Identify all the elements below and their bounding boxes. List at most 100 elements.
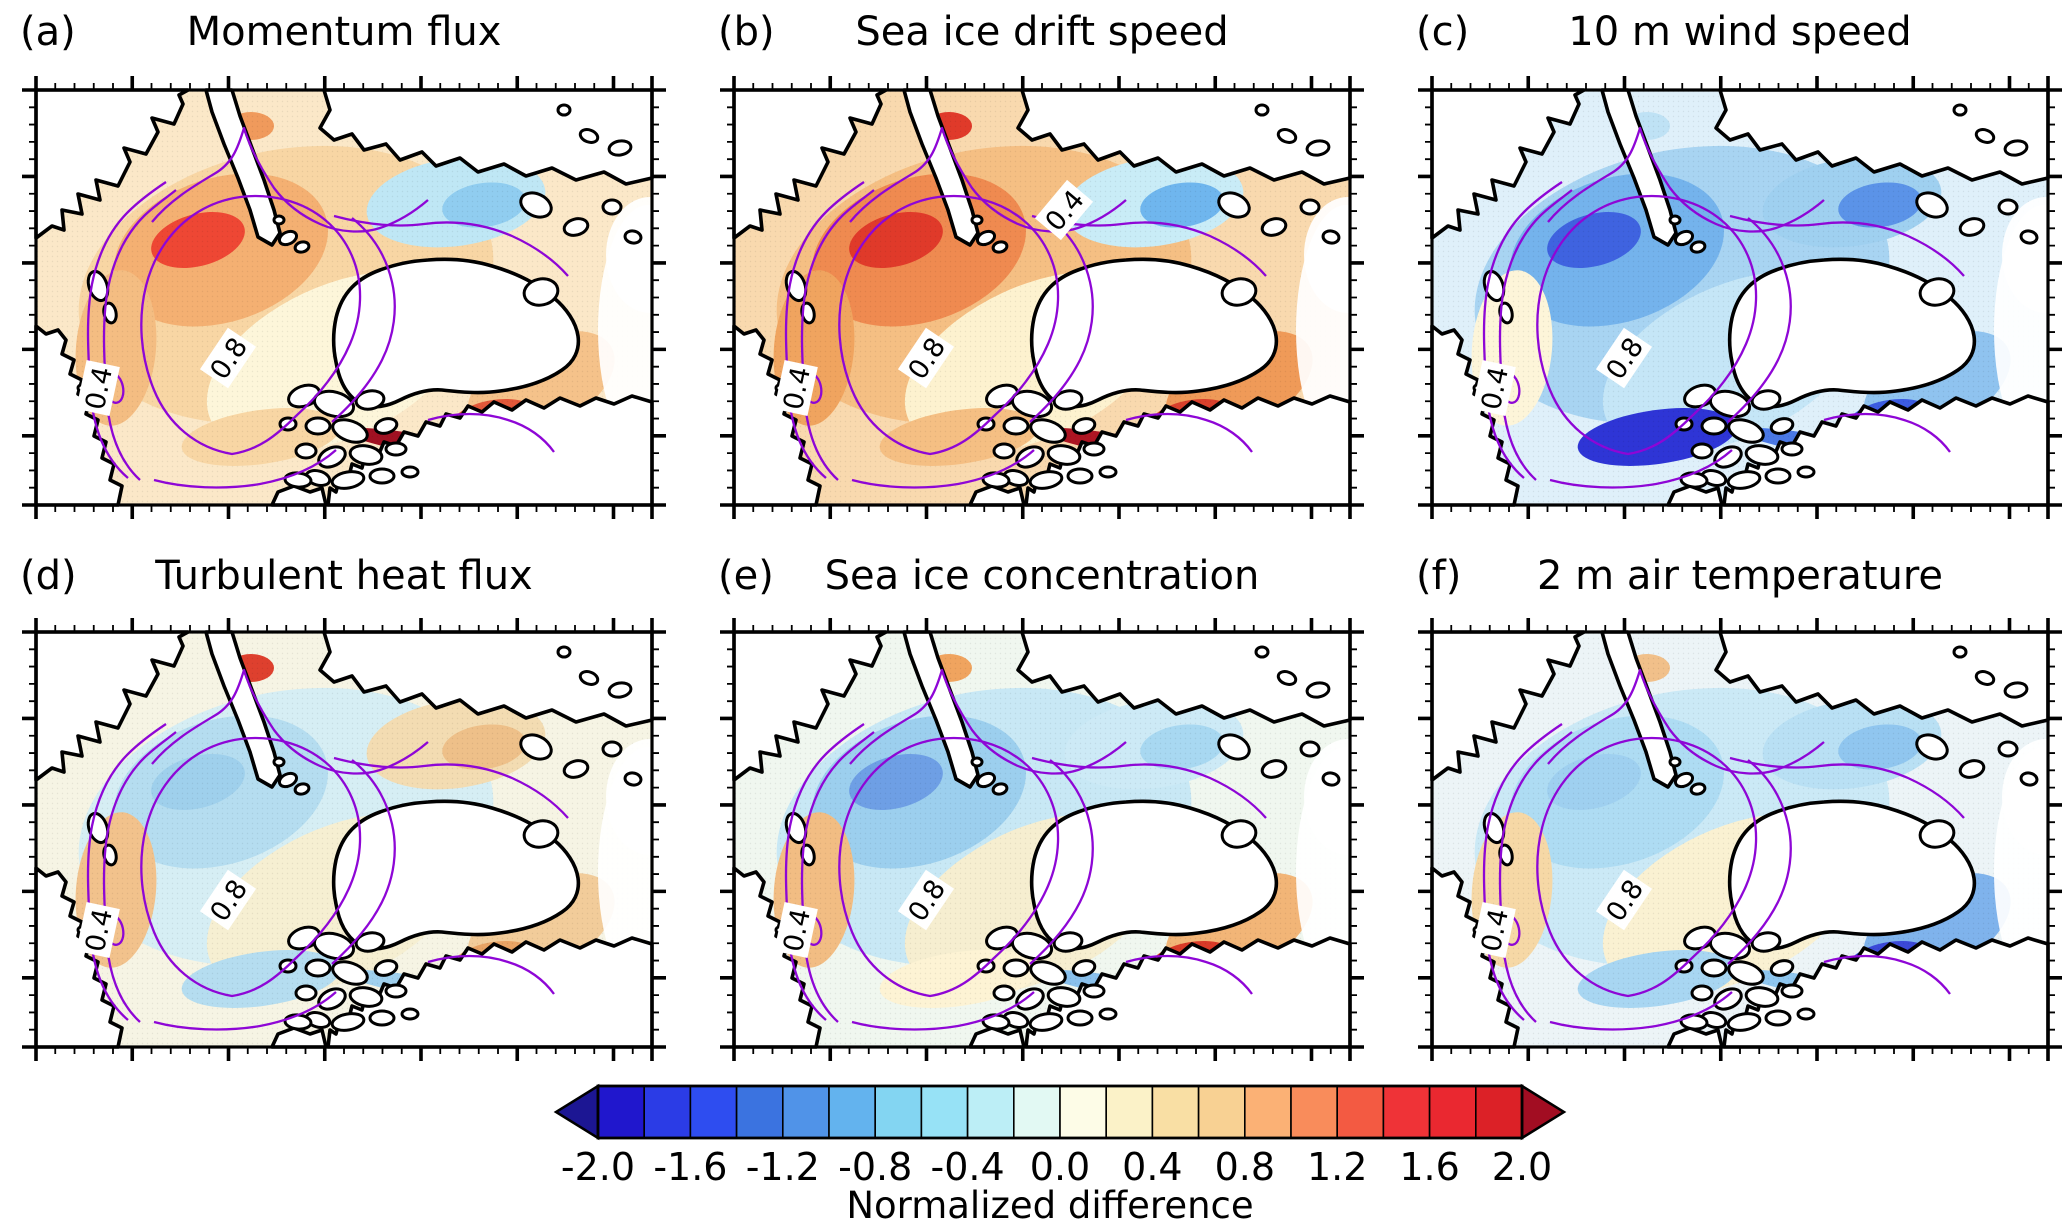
panel-d-label: (d) [20,553,77,599]
island [1260,759,1288,779]
contour-label: 0.4 [1472,902,1516,958]
panel-a-title: Momentum flux [186,9,502,55]
land-mass [902,88,980,247]
minor-tick-marks [1425,83,2055,512]
island [1915,733,1949,761]
island [1780,441,1804,457]
contour-line [784,181,865,479]
land-mass [732,88,888,240]
island [1689,240,1707,254]
island [354,389,386,411]
island [330,470,366,490]
colorbar-tick-label: 0.8 [1215,1145,1275,1189]
colorbar-under-arrow [553,1083,600,1141]
land-mass [732,630,888,782]
colorbar-segment [1105,1085,1154,1139]
open-ocean-fade [606,739,674,855]
colorbar-segment [1428,1085,1477,1139]
open-ocean-fade [2002,739,2067,855]
colorbar-outline [596,1084,1524,1140]
island [1052,389,1084,411]
island [1668,756,1682,768]
island [1305,681,1331,699]
island [1321,771,1341,787]
island [1066,467,1094,485]
colorbar-tick-label: -1.2 [746,1145,820,1189]
island [348,986,384,1008]
island [1780,983,1804,999]
island [1952,645,1968,659]
panel-e-label: (e) [718,553,774,599]
island [522,819,560,849]
minor-tick-marks [727,83,1357,512]
contour-line [851,991,1035,1031]
island [293,240,311,254]
land-mass [1430,630,1586,782]
contour-line [153,991,337,1031]
island [1764,467,1792,485]
panel-a-title-row: (a) Momentum flux [14,6,674,58]
island [1727,418,1765,444]
island [1217,733,1251,761]
island [519,733,553,761]
island [623,771,643,787]
contour-line [86,723,167,1021]
land-mass [1600,630,1678,789]
map-panel-b: 0.40.80.4 [720,76,1372,519]
island [970,756,984,768]
panel-d-title: Turbulent heat flux [155,553,533,599]
island [1046,986,1082,1008]
island [293,782,311,796]
island [1700,958,1728,978]
island [1974,128,1996,144]
minor-tick-marks [29,83,659,512]
island [1071,417,1097,435]
contour-line [331,759,396,965]
colorbar-segment [597,1085,646,1139]
contour-line [1727,217,1792,423]
contour-line [838,736,1060,998]
colorbar-tick-label: -0.8 [838,1145,912,1189]
island [272,756,286,768]
island [331,418,369,444]
major-tick-marks [1418,76,2062,519]
contour-line [1536,194,1758,456]
panel-c-title: 10 m wind speed [1568,9,1912,55]
island [1254,645,1270,659]
island [400,465,420,479]
colorbar-tick-label: -2.0 [561,1145,635,1189]
open-ocean-fade [2002,197,2067,313]
major-tick-marks [22,618,666,1061]
contour-line [427,412,555,453]
island [578,128,600,144]
contour-line [1729,756,1965,819]
island [1769,959,1795,977]
island [2019,771,2039,787]
land-mass [1600,88,1678,247]
open-ocean-fade [1304,739,1372,855]
major-tick-marks [22,76,666,519]
island [1974,670,1996,686]
island [1668,214,1682,226]
contour-line [1029,217,1094,423]
contour-line [331,217,396,423]
island [1276,670,1298,686]
island [1997,198,2019,216]
contour-line [784,723,865,1021]
island [601,198,623,216]
island [373,959,399,977]
island [1220,277,1258,307]
island [1098,465,1118,479]
panel-e-title-row: (e) Sea ice concentration [712,550,1372,602]
island [373,417,399,435]
island [1958,217,1986,237]
island [975,771,997,789]
minor-tick-marks [1425,625,2055,1054]
land-mass [1430,88,1586,240]
panel-f-title: 2 m air temperature [1536,553,1944,599]
island [294,442,318,460]
panel-f-title-row: (f) 2 m air temperature [1410,550,2067,602]
land-mass [34,630,190,782]
contour-line [1547,668,1825,775]
island [562,217,590,237]
